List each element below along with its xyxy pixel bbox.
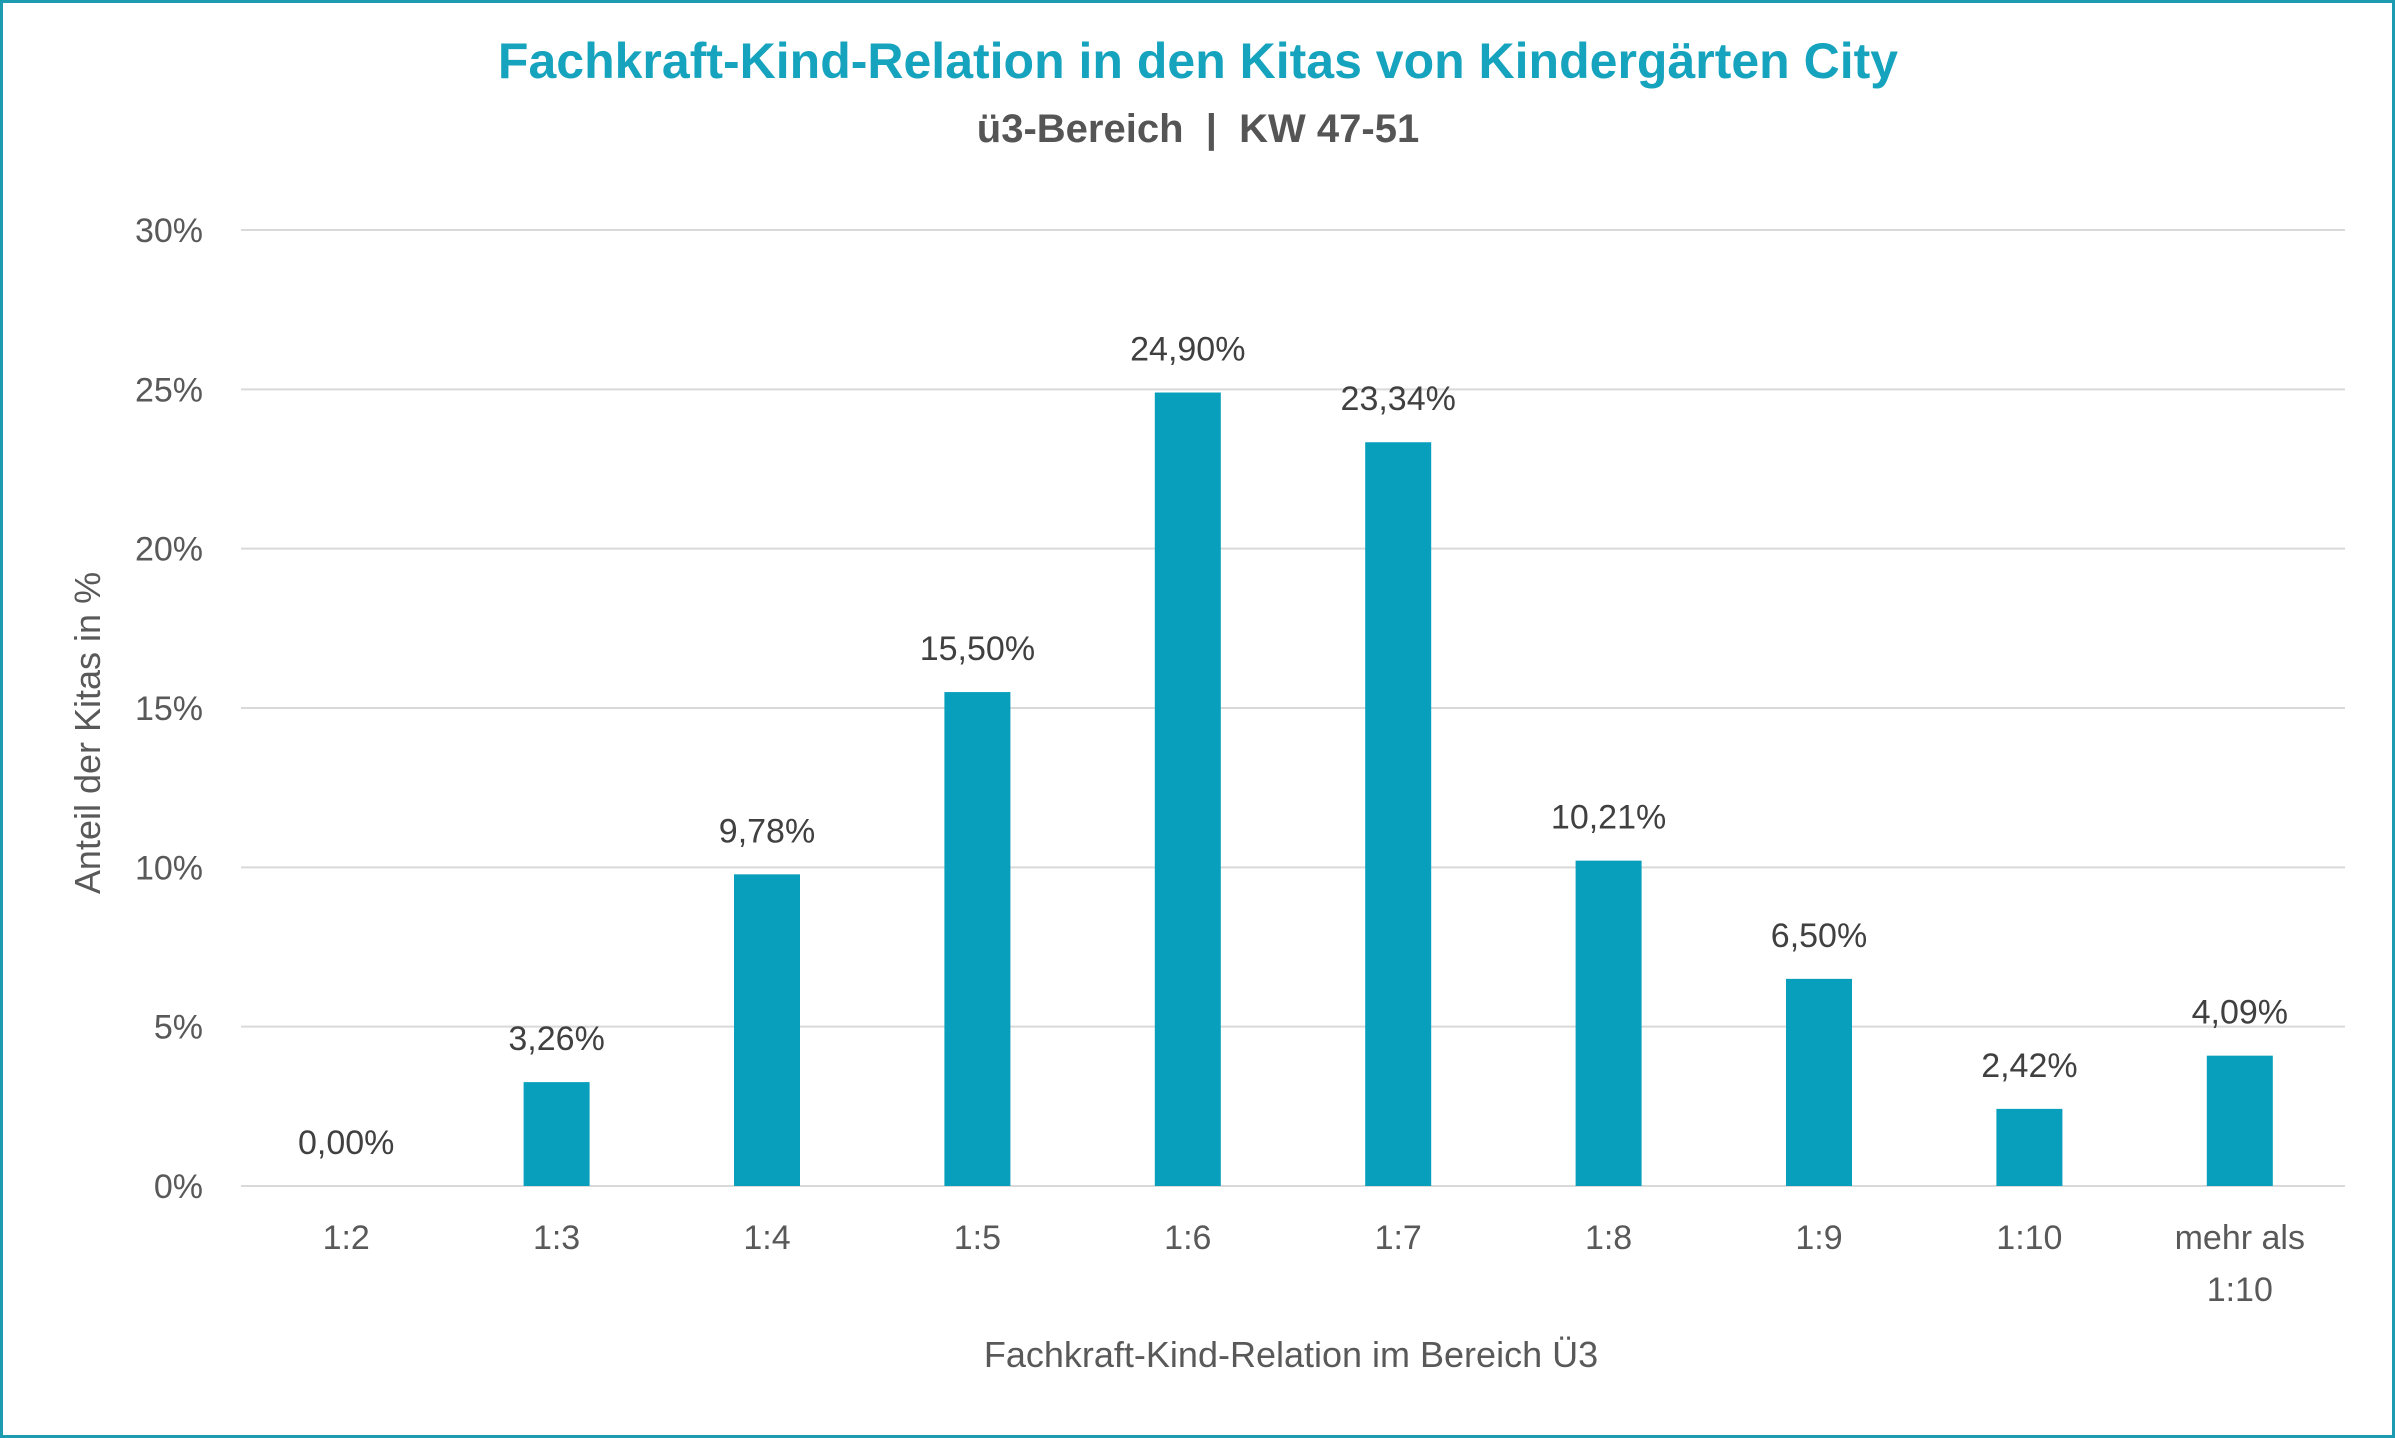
- y-tick-label: 15%: [135, 690, 203, 728]
- x-axis-title: Fachkraft-Kind-Relation im Bereich Ü3: [984, 1334, 1598, 1375]
- y-axis-title: Anteil der Kitas in %: [67, 572, 108, 894]
- data-label: 23,34%: [1341, 380, 1456, 418]
- x-tick-label: 1:8: [1585, 1219, 1632, 1257]
- bar: [2206, 1055, 2273, 1186]
- x-axis-ticks: 1:2 1:3 1:4 1:5 1:6 1:7 1:8 1:9 1:10 mehr als 1:10: [323, 1219, 2305, 1309]
- x-tick-label: mehr als: [2175, 1219, 2305, 1257]
- x-tick-label: 1:7: [1375, 1219, 1422, 1257]
- y-tick-label: 30%: [135, 212, 203, 250]
- gridlines: [241, 229, 2345, 1187]
- y-tick-label: 20%: [135, 531, 203, 569]
- y-tick-label: 5%: [154, 1009, 203, 1047]
- x-tick-label: 1:6: [1164, 1219, 1211, 1257]
- data-labels: 0,00% 3,26% 9,78% 15,50% 24,90% 23,34% 10,21% 6…: [298, 331, 2288, 1162]
- data-label: 4,09%: [2192, 994, 2288, 1032]
- bar: [1575, 860, 1642, 1186]
- x-tick-label: 1:2: [323, 1219, 370, 1257]
- data-label: 15,50%: [920, 630, 1035, 668]
- x-tick-label: 1:5: [954, 1219, 1001, 1257]
- data-label: 0,00%: [298, 1124, 394, 1162]
- y-tick-label: 10%: [135, 849, 203, 887]
- y-tick-label: 25%: [135, 371, 203, 409]
- bar-chart: Fachkraft-Kind-Relation in den Kitas von…: [67, 33, 2345, 1375]
- bar: [944, 692, 1011, 1186]
- y-axis-ticks: 0% 5% 10% 15% 20% 25% 30%: [135, 212, 203, 1206]
- bars: [523, 392, 2273, 1186]
- data-label: 6,50%: [1771, 917, 1867, 955]
- chart-title: Fachkraft-Kind-Relation in den Kitas von…: [498, 33, 1898, 89]
- bar: [523, 1082, 590, 1186]
- x-tick-label: 1:9: [1795, 1219, 1842, 1257]
- bar: [1996, 1108, 2063, 1186]
- x-tick-label: 1:3: [533, 1219, 580, 1257]
- data-label: 3,26%: [508, 1020, 604, 1058]
- data-label: 10,21%: [1551, 799, 1666, 837]
- bar: [1365, 442, 1432, 1186]
- bar: [734, 874, 800, 1186]
- x-tick-label: 1:10: [1996, 1219, 2062, 1257]
- bar: [1786, 978, 1852, 1186]
- x-tick-label: 1:10: [2207, 1271, 2273, 1309]
- data-label: 9,78%: [719, 812, 815, 850]
- data-label: 24,90%: [1130, 331, 1245, 369]
- bar: [1154, 392, 1221, 1186]
- y-tick-label: 0%: [154, 1168, 203, 1206]
- chart-subtitle: ü3-Bereich | KW 47-51: [977, 107, 1419, 151]
- data-label: 2,42%: [1981, 1047, 2077, 1085]
- x-tick-label: 1:4: [743, 1219, 790, 1257]
